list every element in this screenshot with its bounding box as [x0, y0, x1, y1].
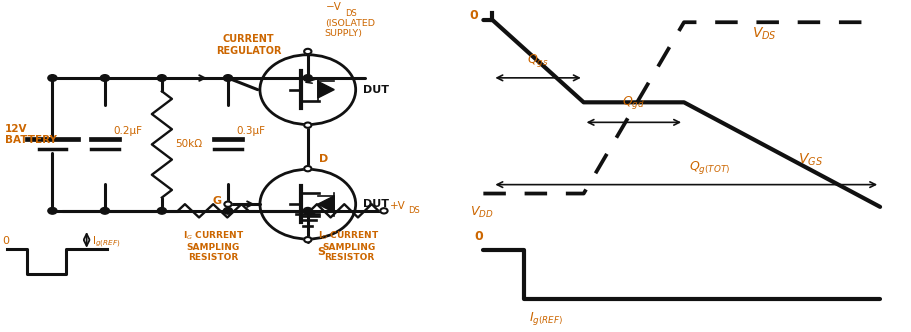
Text: DS: DS [408, 206, 419, 215]
Circle shape [157, 75, 166, 81]
Text: S: S [317, 247, 324, 257]
Circle shape [380, 208, 387, 213]
Text: D: D [319, 154, 328, 164]
Text: DUT: DUT [363, 199, 388, 209]
Text: DS: DS [344, 9, 356, 18]
Polygon shape [318, 81, 334, 98]
Circle shape [48, 75, 57, 81]
Text: I$_D$ CURRENT
SAMPLING
RESISTOR: I$_D$ CURRENT SAMPLING RESISTOR [318, 229, 379, 262]
Text: $V_{DD}$: $V_{DD}$ [469, 205, 493, 220]
Circle shape [100, 208, 109, 214]
Text: $V_{GS}$: $V_{GS}$ [797, 152, 822, 168]
Text: I$_{g(REF)}$: I$_{g(REF)}$ [92, 235, 120, 250]
Text: 0.3μF: 0.3μF [236, 126, 265, 136]
Text: 0: 0 [2, 236, 9, 246]
Circle shape [100, 75, 109, 81]
Text: 0: 0 [469, 9, 478, 22]
Circle shape [303, 237, 312, 242]
Text: $V_{DS}$: $V_{DS}$ [752, 25, 776, 42]
Text: 0: 0 [474, 230, 483, 243]
Text: (ISOLATED: (ISOLATED [324, 19, 374, 29]
Text: I$_G$ CURRENT
SAMPLING
RESISTOR: I$_G$ CURRENT SAMPLING RESISTOR [182, 229, 243, 262]
Text: CURRENT
REGULATOR: CURRENT REGULATOR [216, 34, 281, 56]
Text: $Q_{gs}$: $Q_{gs}$ [527, 52, 548, 69]
Text: 50kΩ: 50kΩ [175, 139, 202, 149]
Text: DUT: DUT [363, 85, 388, 95]
Text: $Q_{gd}$: $Q_{gd}$ [621, 94, 645, 111]
Circle shape [303, 123, 312, 128]
Text: $I_{g(REF)}$: $I_{g(REF)}$ [528, 310, 562, 327]
Text: −V: −V [326, 2, 342, 12]
Text: $Q_{g(TOT)}$: $Q_{g(TOT)}$ [688, 159, 729, 176]
Circle shape [223, 75, 232, 81]
Text: SUPPLY): SUPPLY) [324, 29, 363, 38]
Circle shape [157, 208, 166, 214]
Circle shape [223, 208, 232, 214]
Circle shape [303, 49, 312, 54]
Text: 0.2μF: 0.2μF [113, 126, 142, 136]
Text: 12V
BATTERY: 12V BATTERY [5, 124, 56, 145]
Text: +V: +V [390, 201, 405, 211]
Circle shape [302, 75, 312, 81]
Circle shape [48, 208, 57, 214]
Circle shape [303, 166, 312, 171]
Text: G: G [211, 196, 221, 206]
Circle shape [302, 208, 312, 214]
Circle shape [224, 202, 231, 207]
Polygon shape [318, 196, 334, 212]
